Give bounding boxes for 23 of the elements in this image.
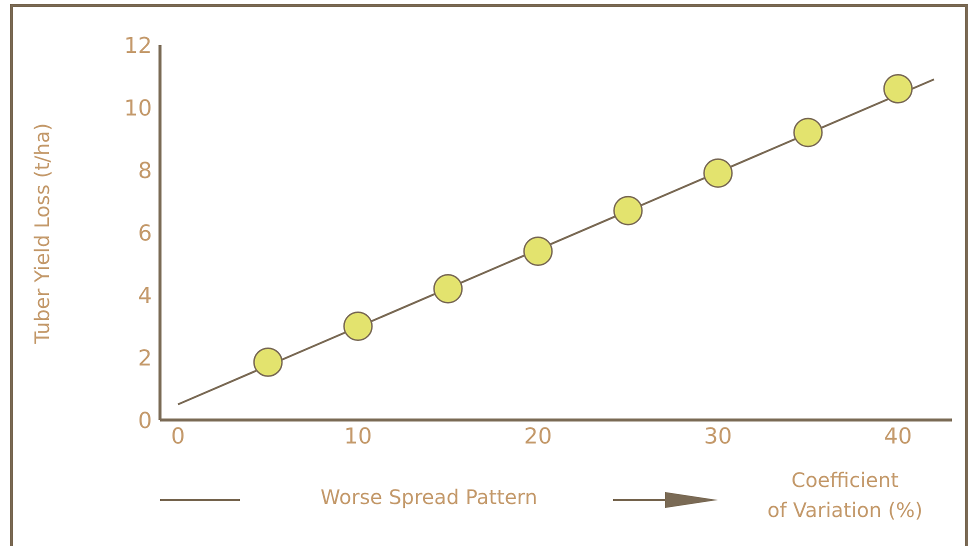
point (433, 274, 463, 304)
x-tick-label: 20 (524, 424, 552, 450)
text: Worse Spread Pattern (245, 485, 613, 509)
point (523, 236, 553, 266)
x-tick-label: 10 (344, 424, 372, 450)
y-tick-label: 4 (138, 284, 152, 309)
x-tick-label: 40 (884, 424, 912, 450)
y-tick-label: 12 (124, 34, 152, 59)
y-axis-title: Tuber Yield Loss (t/ha) (30, 122, 54, 344)
point (343, 312, 373, 341)
x-tick-label: 30 (704, 424, 732, 450)
y-tick-label: 8 (138, 158, 152, 184)
y-tick-label: 0 (138, 408, 152, 434)
x-tick-label: 0 (171, 424, 185, 450)
point (703, 158, 733, 188)
point (613, 196, 643, 226)
y-tick-label: 6 (138, 221, 152, 246)
y-tick-label: 10 (124, 96, 152, 122)
point (883, 74, 913, 104)
y-tick-label: 2 (138, 346, 152, 372)
x-axis-title: Coefficient of Variation (%) (766, 467, 924, 524)
point (253, 347, 283, 377)
point (793, 118, 823, 148)
